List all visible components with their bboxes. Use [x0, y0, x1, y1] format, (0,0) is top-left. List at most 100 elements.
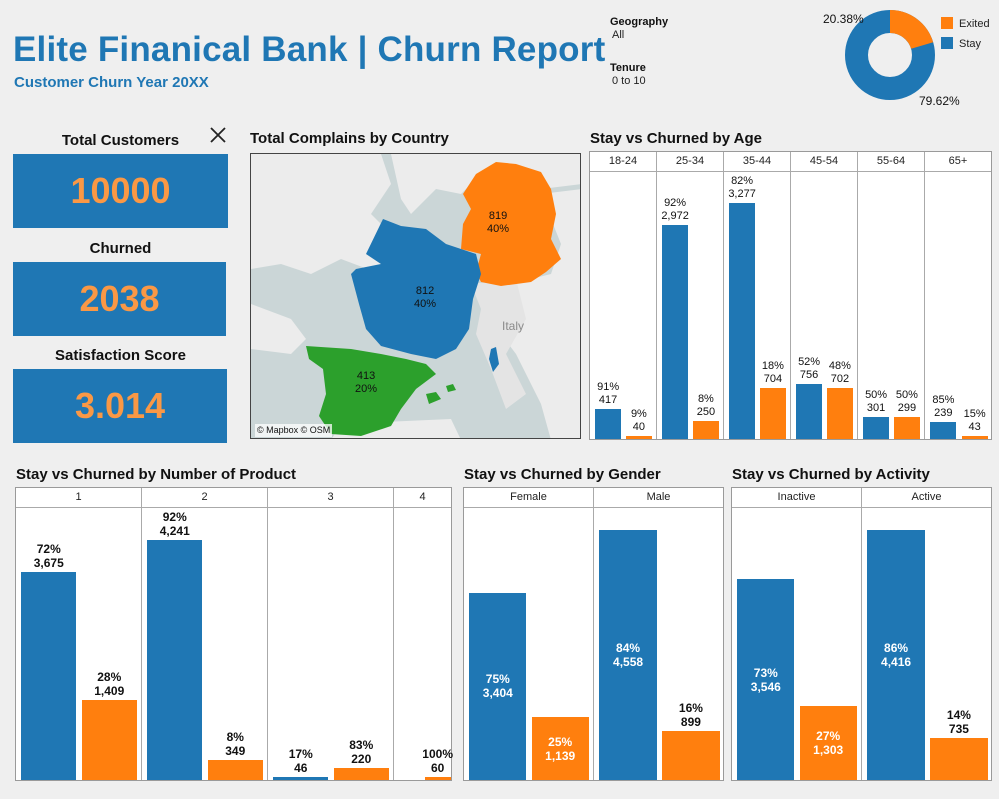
- category-cell: [858, 172, 925, 439]
- bar-data-label: 82% 3,277: [728, 174, 756, 200]
- category-header: 25-34: [657, 152, 724, 172]
- exited-bar[interactable]: [760, 388, 786, 439]
- exited-bar[interactable]: [662, 730, 720, 780]
- bar-data-label: 52% 756: [798, 356, 821, 382]
- bar-data-label: 8% 349: [225, 730, 246, 759]
- satisfaction-score-value: 3.014: [13, 369, 227, 443]
- complaints-map[interactable]: 819 40% 812 40% 413 20% Italy © Mapbox © OS…: [250, 153, 581, 439]
- tenure-filter-label: Tenure: [610, 62, 646, 74]
- stay-bar[interactable]: [867, 529, 925, 780]
- map-region-germany[interactable]: [461, 162, 561, 286]
- exited-bar[interactable]: [207, 760, 263, 780]
- map-germany-value: 819: [488, 210, 508, 222]
- page-subtitle: Customer Churn Year 20XX: [14, 74, 209, 91]
- stay-bar[interactable]: [930, 421, 957, 439]
- map-region-spain[interactable]: [306, 346, 436, 436]
- bar-data-label: 14% 735: [946, 708, 971, 737]
- stay-bar[interactable]: [662, 224, 688, 439]
- category-cell: [394, 508, 451, 780]
- total-customers-label: Total Customers: [61, 132, 180, 149]
- exited-bar[interactable]: [333, 767, 389, 780]
- map-attribution[interactable]: © Mapbox © OSM: [255, 424, 333, 437]
- churned-value: 2038: [13, 262, 226, 336]
- map-region-france[interactable]: [351, 219, 481, 359]
- category-header: 45-54: [791, 152, 858, 172]
- gender-chart-title: Stay vs Churned by Gender: [464, 466, 661, 483]
- category-header: 65+: [925, 152, 991, 172]
- bar-data-label: 25% 1,139: [545, 734, 576, 763]
- stay-bar[interactable]: [599, 529, 657, 780]
- bar-data-label: 48% 702: [828, 360, 851, 386]
- map-germany-label: 819 40%: [487, 210, 509, 236]
- tenure-filter-value[interactable]: 0 to 10: [612, 75, 646, 87]
- stay-bar[interactable]: [729, 202, 755, 439]
- map-spain-value: 413: [356, 370, 376, 382]
- product-chart-title: Stay vs Churned by Number of Product: [16, 466, 297, 483]
- bar-data-label: 27% 1,303: [813, 729, 844, 758]
- stay-bar[interactable]: [796, 384, 822, 439]
- map-land-north: [391, 154, 580, 214]
- category-header: 35-44: [724, 152, 791, 172]
- category-header: 3: [268, 488, 394, 508]
- churn-donut-chart[interactable]: [845, 10, 935, 100]
- legend-exited-label[interactable]: Exited: [959, 18, 990, 30]
- bar-data-label: 100% 60: [422, 746, 453, 775]
- stay-bar[interactable]: [147, 539, 203, 780]
- map-title: Total Complains by Country: [250, 130, 449, 147]
- category-header: Female: [464, 488, 594, 508]
- category-header: Inactive: [732, 488, 862, 508]
- legend-stay-label[interactable]: Stay: [959, 38, 982, 50]
- age-chart-title: Stay vs Churned by Age: [590, 130, 762, 147]
- stay-bar[interactable]: [863, 417, 889, 439]
- stay-bar[interactable]: [737, 579, 795, 780]
- exited-bar[interactable]: [799, 706, 857, 780]
- category-cell: [16, 508, 142, 780]
- exited-bar[interactable]: [531, 717, 589, 780]
- bar-data-label: 83% 220: [349, 737, 374, 766]
- page-title: Elite Finanical Bank | Churn Report: [13, 30, 606, 69]
- exited-bar[interactable]: [961, 435, 988, 439]
- age-chart[interactable]: 18-24 91% 417 9% 40 25-34 92% 2,972 8% 250 35-44 82…: [589, 151, 992, 440]
- activity-chart[interactable]: Inactive 73% 3,546 27% 1,303 Active 86% 4,416 14…: [731, 487, 992, 781]
- exited-bar[interactable]: [424, 776, 451, 780]
- bar-data-label: 17% 46: [288, 747, 313, 776]
- product-chart[interactable]: 1 72% 3,675 28% 1,409 2 92% 4,241 8% 349 3 17% 46 83%…: [15, 487, 453, 781]
- category-cell: [724, 172, 791, 439]
- bar-data-label: 92% 2,972: [661, 196, 689, 222]
- map-land-uk: [251, 154, 401, 274]
- donut-exited-arc[interactable]: [845, 10, 935, 100]
- category-cell: [657, 172, 724, 439]
- stay-bar[interactable]: [469, 592, 527, 780]
- bar-data-label: 50% 299: [895, 389, 918, 415]
- stay-bar[interactable]: [595, 408, 621, 439]
- bar-data-label: 86% 4,416: [881, 640, 912, 669]
- map-france-value: 812: [415, 285, 435, 297]
- gender-chart[interactable]: Female 75% 3,404 25% 1,139 Male 84% 4,558 16% 899: [463, 487, 724, 781]
- map-france-pct: 40%: [414, 298, 437, 310]
- exited-bar[interactable]: [930, 738, 988, 780]
- category-cell: [268, 508, 394, 780]
- bar-data-label: 75% 3,404: [482, 672, 513, 701]
- map-land-east: [491, 189, 580, 438]
- geography-filter-value[interactable]: All: [612, 29, 625, 41]
- legend-exited-swatch: [941, 17, 953, 29]
- exited-bar[interactable]: [626, 436, 652, 439]
- exited-bar[interactable]: [693, 420, 719, 439]
- legend-stay-swatch: [941, 37, 953, 49]
- close-icon[interactable]: [209, 126, 227, 144]
- bar-data-label: 73% 3,546: [750, 665, 781, 694]
- bar-data-label: 9% 40: [630, 408, 647, 434]
- stay-bar[interactable]: [21, 571, 77, 780]
- exited-bar[interactable]: [81, 700, 137, 780]
- exited-bar[interactable]: [894, 417, 920, 439]
- category-header: Active: [862, 488, 991, 508]
- stay-bar[interactable]: [273, 777, 329, 780]
- bar-data-label: 8% 250: [696, 392, 716, 418]
- bar-data-label: 72% 3,675: [33, 541, 64, 570]
- category-header: 2: [142, 488, 268, 508]
- category-header: 4: [394, 488, 451, 508]
- map-spain-label: 413 20%: [355, 370, 377, 396]
- bar-data-label: 16% 899: [678, 700, 703, 729]
- exited-bar[interactable]: [827, 388, 853, 439]
- map-land-atlantic: [251, 304, 306, 354]
